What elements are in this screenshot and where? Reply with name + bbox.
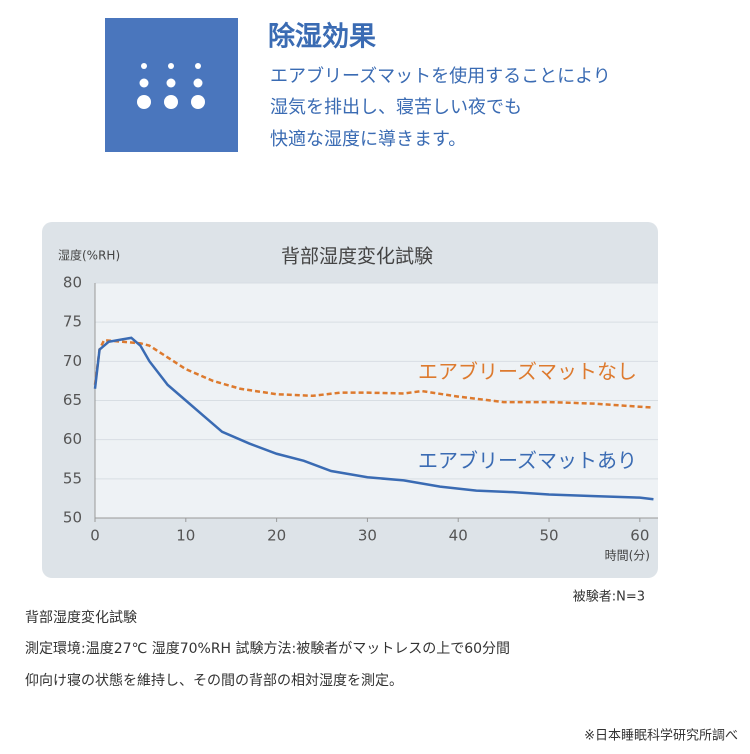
x-axis-label: 時間(分) (605, 549, 650, 563)
series-line (93, 338, 654, 409)
header-title: 除湿効果 (268, 21, 376, 53)
series-label: エアブリーズマットあり (418, 449, 637, 473)
y-axis-label: 湿度(%RH) (58, 248, 120, 263)
y-tick-label: 55 (63, 469, 82, 487)
x-tick-label: 10 (176, 527, 195, 545)
y-tick-label: 60 (63, 430, 82, 448)
y-tick-label: 75 (63, 313, 82, 331)
x-tick-label: 60 (630, 527, 649, 545)
y-tick-label: 80 (63, 274, 82, 292)
header-line: エアブリーズマットを使用することにより (270, 65, 611, 87)
x-tick-label: 0 (90, 527, 100, 545)
chart-title: 背部湿度変化試験 (281, 246, 433, 268)
subjects-note: 被験者:N=3 (573, 590, 645, 605)
note-line: 測定環境:温度27℃ 湿度70%RH 試験方法:被験者がマットレスの上で60分間 (25, 641, 510, 657)
chart: 背部湿度変化試験 湿度(%RH) 時間(分) 50 55 60 65 70 75 80 0 10 20 3… (58, 246, 658, 563)
series-label: エアブリーズマットなし (418, 360, 637, 384)
series-line (93, 336, 654, 501)
x-tick-label: 50 (539, 527, 558, 545)
note-line: 背部湿度変化試験 (25, 609, 137, 626)
x-tick-label: 40 (449, 527, 468, 545)
y-tick-label: 65 (63, 391, 82, 409)
y-tick-label: 70 (63, 352, 82, 370)
header-line: 湿気を排出し、寝苦しい夜でも (270, 97, 522, 118)
x-tick-label: 30 (358, 527, 377, 545)
header-line: 快適な湿度に導きます。 (270, 129, 466, 150)
y-tick-label: 50 (63, 509, 82, 527)
icon-dots (137, 63, 205, 109)
x-tick-label: 20 (267, 527, 286, 545)
note-line: 仰向け寝の状態を維持し、その間の背部の相対湿度を測定。 (25, 672, 403, 689)
credit: ※日本睡眠科学研究所調べ (584, 728, 738, 744)
